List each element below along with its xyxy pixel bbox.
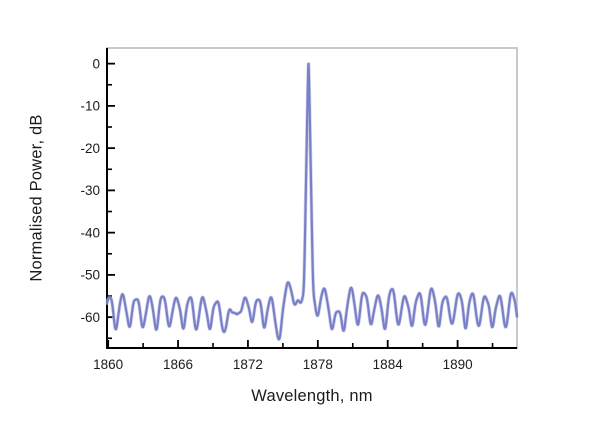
y-axis-title: Normalised Power, dB	[27, 114, 46, 282]
y-tick-label-0: 0	[92, 56, 100, 71]
spectrum-curve	[105, 62, 519, 341]
x-tick-label-1890: 1890	[443, 357, 473, 372]
y-tick-label--50: -50	[80, 268, 100, 283]
x-tick-label-1878: 1878	[303, 357, 333, 372]
x-tick-label-1872: 1872	[233, 357, 263, 372]
y-tick-label--10: -10	[80, 99, 100, 114]
x-tick-label-1884: 1884	[373, 357, 404, 372]
x-tick-label-1866: 1866	[163, 357, 193, 372]
x-tick-label-1860: 1860	[93, 357, 123, 372]
y-tick-label--20: -20	[80, 141, 100, 156]
y-tick-label--40: -40	[80, 225, 100, 240]
y-tick-label--60: -60	[80, 310, 100, 325]
y-tick-label--30: -30	[80, 183, 100, 198]
x-axis-title: Wavelength, nm	[251, 387, 373, 405]
